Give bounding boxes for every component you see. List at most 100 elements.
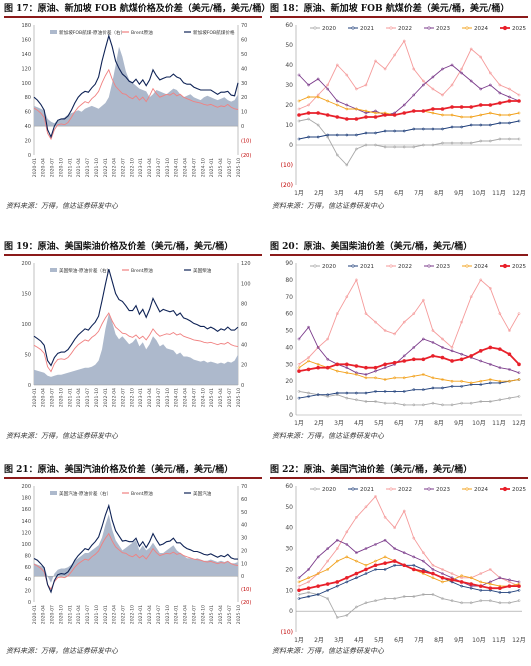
legend-marker bbox=[351, 487, 355, 491]
y-right-tick-label: 40 bbox=[241, 523, 247, 529]
y-right-tick-label: 50 bbox=[241, 52, 247, 58]
data-point-2023 bbox=[345, 366, 349, 370]
data-point-2025 bbox=[325, 365, 330, 370]
data-point-2025 bbox=[478, 103, 483, 107]
data-point-2023 bbox=[316, 77, 320, 81]
data-point-2021 bbox=[460, 125, 463, 129]
x-tick-label: 4月 bbox=[354, 190, 364, 197]
data-point-2020 bbox=[355, 398, 358, 402]
y-right-tick-label: 60 bbox=[241, 497, 247, 503]
legend-marker bbox=[427, 264, 431, 268]
x-tick-label: 7月 bbox=[414, 420, 424, 427]
data-point-2023 bbox=[316, 555, 320, 559]
data-point-2025 bbox=[335, 580, 340, 584]
data-point-2022 bbox=[479, 55, 483, 59]
data-point-2025 bbox=[345, 117, 349, 121]
x-tick-label: 2020-07 bbox=[50, 158, 56, 177]
data-point-2021 bbox=[469, 383, 473, 386]
data-point-2025 bbox=[373, 365, 378, 370]
data-point-2022 bbox=[508, 329, 511, 332]
data-point-2022 bbox=[364, 83, 368, 87]
y-left-tick-label: 60 bbox=[25, 565, 31, 571]
y-tick-label: 80 bbox=[285, 277, 293, 284]
data-point-2021 bbox=[393, 129, 397, 133]
data-point-2024 bbox=[316, 572, 320, 575]
data-point-2024 bbox=[460, 115, 463, 119]
data-point-2022 bbox=[421, 298, 425, 302]
data-point-2024 bbox=[488, 111, 492, 115]
data-point-2022 bbox=[450, 572, 454, 575]
data-point-2020 bbox=[383, 401, 387, 405]
data-point-2025 bbox=[459, 105, 464, 109]
data-point-2022 bbox=[488, 71, 492, 75]
data-point-2020 bbox=[402, 403, 406, 407]
data-point-2020 bbox=[374, 400, 377, 403]
data-point-2024 bbox=[450, 113, 454, 117]
x-tick-label: 5月 bbox=[374, 190, 384, 197]
legend-swatch bbox=[50, 268, 57, 272]
y-tick-label: 50 bbox=[285, 504, 293, 511]
data-point-2021 bbox=[335, 391, 339, 395]
y-right-tick-label: 0 bbox=[241, 124, 244, 130]
legend-marker bbox=[427, 487, 431, 491]
data-point-2021 bbox=[307, 395, 310, 398]
data-point-2023 bbox=[326, 547, 330, 550]
data-point-2022 bbox=[364, 505, 368, 509]
y-right-tick-label: 30 bbox=[241, 536, 247, 542]
data-point-2023 bbox=[431, 75, 435, 79]
data-point-2025 bbox=[440, 355, 445, 360]
data-point-2021 bbox=[412, 127, 416, 131]
y-tick-label: 0 bbox=[289, 142, 293, 149]
y-tick-label: 20 bbox=[285, 378, 293, 385]
legend-label: 2022 bbox=[398, 487, 412, 493]
y-right-tick-label: (10) bbox=[241, 587, 251, 593]
data-point-2023 bbox=[412, 93, 416, 97]
data-point-2021 bbox=[469, 123, 473, 127]
spread-area bbox=[34, 46, 238, 127]
x-tick-label: 2020-10 bbox=[58, 388, 64, 407]
x-tick-label: 2022-07 bbox=[120, 158, 126, 177]
y-right-tick-label: (20) bbox=[241, 600, 251, 606]
data-point-2020 bbox=[364, 143, 368, 147]
data-point-2020 bbox=[374, 599, 377, 603]
data-point-2020 bbox=[307, 391, 310, 395]
data-point-2021 bbox=[393, 563, 397, 567]
legend-label: 2023 bbox=[436, 26, 450, 32]
x-tick-label: 2023-07 bbox=[156, 605, 162, 624]
y-tick-label: 10 bbox=[285, 122, 293, 129]
data-point-2024 bbox=[374, 111, 377, 115]
data-point-2023 bbox=[345, 543, 349, 546]
data-point-2023 bbox=[297, 73, 301, 77]
data-point-2022 bbox=[297, 362, 301, 366]
y-left-tick-label: 0 bbox=[28, 600, 31, 606]
data-point-2025 bbox=[469, 354, 473, 358]
data-point-2021 bbox=[421, 388, 425, 392]
product-price-line bbox=[33, 268, 239, 367]
data-point-2025 bbox=[335, 362, 340, 367]
x-tick-label: 2020-04 bbox=[41, 158, 47, 177]
data-point-2025 bbox=[383, 561, 387, 565]
data-point-2020 bbox=[441, 597, 444, 600]
y-tick-label: 90 bbox=[285, 260, 293, 267]
y-tick-label: 10 bbox=[285, 587, 293, 594]
y-right-tick-label: 120 bbox=[241, 261, 251, 267]
y-right-tick-label: 60 bbox=[241, 322, 247, 328]
data-point-2020 bbox=[374, 143, 377, 147]
data-point-2022 bbox=[421, 79, 425, 83]
data-point-2024 bbox=[441, 113, 444, 117]
data-point-2025 bbox=[297, 113, 301, 117]
data-point-2022 bbox=[393, 526, 397, 530]
x-tick-label: 2021-07 bbox=[85, 605, 91, 624]
title-rule bbox=[270, 254, 528, 256]
x-tick-label: 1月 bbox=[294, 190, 304, 197]
data-point-2025 bbox=[411, 357, 416, 362]
data-point-2022 bbox=[355, 515, 358, 519]
y-tick-label: 60 bbox=[285, 311, 293, 318]
data-point-2022 bbox=[431, 329, 435, 332]
x-tick-label: 2023-07 bbox=[156, 388, 162, 407]
data-point-2025 bbox=[392, 559, 397, 563]
data-point-2021 bbox=[316, 393, 320, 397]
y-right-tick-label: 20 bbox=[241, 363, 247, 369]
data-point-2024 bbox=[469, 381, 473, 385]
x-tick-label: 12月 bbox=[512, 637, 526, 644]
